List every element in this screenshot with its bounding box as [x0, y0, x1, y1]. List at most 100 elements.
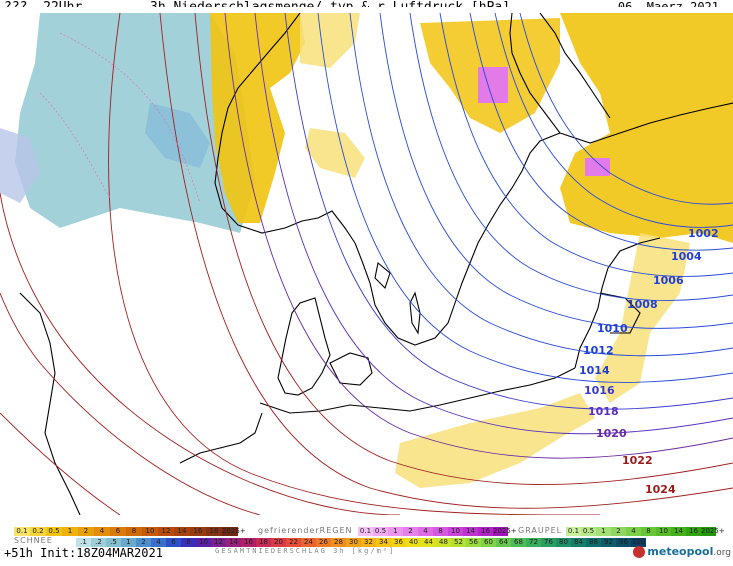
brand-tld: .org — [713, 548, 731, 558]
legend-swatch: .5 — [106, 538, 121, 547]
legend-swatch: 28 — [331, 538, 346, 547]
legend-swatch: 12 — [158, 527, 174, 536]
legend-swatch: 4 — [626, 527, 641, 536]
legend-swatch: 12 — [211, 538, 226, 547]
legend-swatch: 96 — [616, 538, 631, 547]
legend-swatch: 1 — [62, 527, 78, 536]
legend-swatch: 2025+ — [222, 527, 246, 536]
legend-swatch: 10 — [448, 527, 463, 536]
legend-swatch: 6 — [166, 538, 181, 547]
legend-swatch: 14 — [671, 527, 686, 536]
coastlines — [19, 12, 733, 515]
legend-swatch: 10 — [656, 527, 671, 536]
legend-swatch: 34 — [376, 538, 391, 547]
isobar-label: 1018 — [588, 405, 619, 418]
isobar-label: 1012 — [583, 344, 614, 357]
legend-swatch: .1 — [76, 538, 91, 547]
legend-swatch: 60 — [481, 538, 496, 547]
legend-swatch: 64 — [496, 538, 511, 547]
legend-swatch: 26 — [316, 538, 331, 547]
isobar-label: 1006 — [653, 274, 684, 287]
legend-swatch: .2 — [91, 538, 106, 547]
legend-swatch: 2 — [403, 527, 418, 536]
legend-swatch: 0.5 — [581, 527, 596, 536]
isobar-label: 1010 — [597, 322, 628, 335]
legend-swatch: 32 — [361, 538, 376, 547]
legend-swatch: 0.5 — [46, 527, 62, 536]
legend-swatch: 0.1 — [566, 527, 581, 536]
legend-swatch: 40 — [406, 538, 421, 547]
legend-swatch: 0.5 — [373, 527, 388, 536]
legend-swatch: 4 — [151, 538, 166, 547]
legend-swatch: 0.2 — [30, 527, 46, 536]
legend-swatch: 76 — [541, 538, 556, 547]
isobar-label: 1014 — [579, 364, 610, 377]
legend-swatch: 30 — [346, 538, 361, 547]
legend-swatch: 68 — [511, 538, 526, 547]
legend-swatch: 6 — [110, 527, 126, 536]
legend-swatch: 2 — [611, 527, 626, 536]
isobar-label: 1020 — [596, 427, 627, 440]
legend-swatch: 8 — [126, 527, 142, 536]
legend-swatch: 1 — [121, 538, 136, 547]
legend-swatch: 16 — [241, 538, 256, 547]
brand-logo[interactable]: meteopool.org — [633, 545, 731, 558]
isobar-label: 1008 — [627, 298, 658, 311]
legend-swatch: 2025+ — [493, 527, 517, 536]
legend-swatch: 14 — [463, 527, 478, 536]
isobar-label: 1016 — [584, 384, 615, 397]
legend-swatch: 16 — [190, 527, 206, 536]
freezing-rain-spot-east — [585, 158, 610, 176]
legend-swatch: 56 — [466, 538, 481, 547]
legend-swatch: 8 — [641, 527, 656, 536]
isobar-lines — [0, 12, 733, 515]
snow-area-west — [0, 128, 40, 203]
legend-swatch: 4 — [94, 527, 110, 536]
legend-swatch: 14 — [174, 527, 190, 536]
legend-swatch: 14 — [226, 538, 241, 547]
legend-swatch: 52 — [451, 538, 466, 547]
rain-area-central-norway — [305, 128, 365, 178]
graupel-legend: 0.1 0.5 1 2 4 8 10 14 16 2025+ — [566, 527, 725, 536]
total-precip-legend-title: GESAMTNIEDERSCHLAG 3h [kg/m²] — [215, 547, 396, 555]
legend-swatch: 20 — [271, 538, 286, 547]
legend-swatch: 16 — [686, 527, 701, 536]
isobar-label: 1022 — [622, 454, 653, 467]
legend-swatch: 84 — [571, 538, 586, 547]
legend-swatch: 10 — [142, 527, 158, 536]
legend-swatch: 72 — [526, 538, 541, 547]
freezing-rain-spot-north — [478, 67, 508, 103]
legend-swatch: 100 — [631, 538, 646, 547]
isobar-label: 1024 — [645, 483, 676, 496]
legend-swatch: 18 — [256, 538, 271, 547]
freezing-rain-legend: 0.1 0.5 1 2 4 8 10 14 16 2025+ — [358, 527, 517, 536]
snow-area-dense — [145, 103, 210, 168]
legend-swatch: 88 — [586, 538, 601, 547]
legend-swatch: 0.1 — [358, 527, 373, 536]
legend-swatch: 80 — [556, 538, 571, 547]
snow-contours — [39, 32, 201, 204]
legend-swatch: 10 — [196, 538, 211, 547]
precipitation-pressure-map — [0, 12, 733, 515]
legend-swatch: 48 — [436, 538, 451, 547]
rain-area-norway-coast — [210, 13, 305, 223]
freezing-rain-legend-title: gefrierenderREGEN — [258, 526, 353, 535]
isobar-label: 1004 — [671, 250, 702, 263]
isobar-label: 1002 — [688, 227, 719, 240]
legend-swatch: 16 — [478, 527, 493, 536]
legend-swatch: 8 — [433, 527, 448, 536]
rain-area-finland — [560, 13, 733, 243]
legend-swatch: 24 — [301, 538, 316, 547]
legend-swatch: 4 — [418, 527, 433, 536]
legend-swatch: 2025+ — [701, 527, 725, 536]
brand-icon — [633, 546, 646, 558]
legend-swatch: 0.1 — [14, 527, 30, 536]
brand-name: meteopool — [647, 545, 714, 558]
legend-swatch: 22 — [286, 538, 301, 547]
rain-area-poland — [395, 393, 595, 488]
graupel-legend-title: GRAUPEL — [518, 526, 563, 535]
snow-area — [15, 13, 255, 233]
total-precip-legend: .1.2.5 1 2 4 6 8 10 12 14 16 18 20 22 24 26 28 30 32 34 36 4… — [76, 538, 646, 547]
legend-swatch: 44 — [421, 538, 436, 547]
